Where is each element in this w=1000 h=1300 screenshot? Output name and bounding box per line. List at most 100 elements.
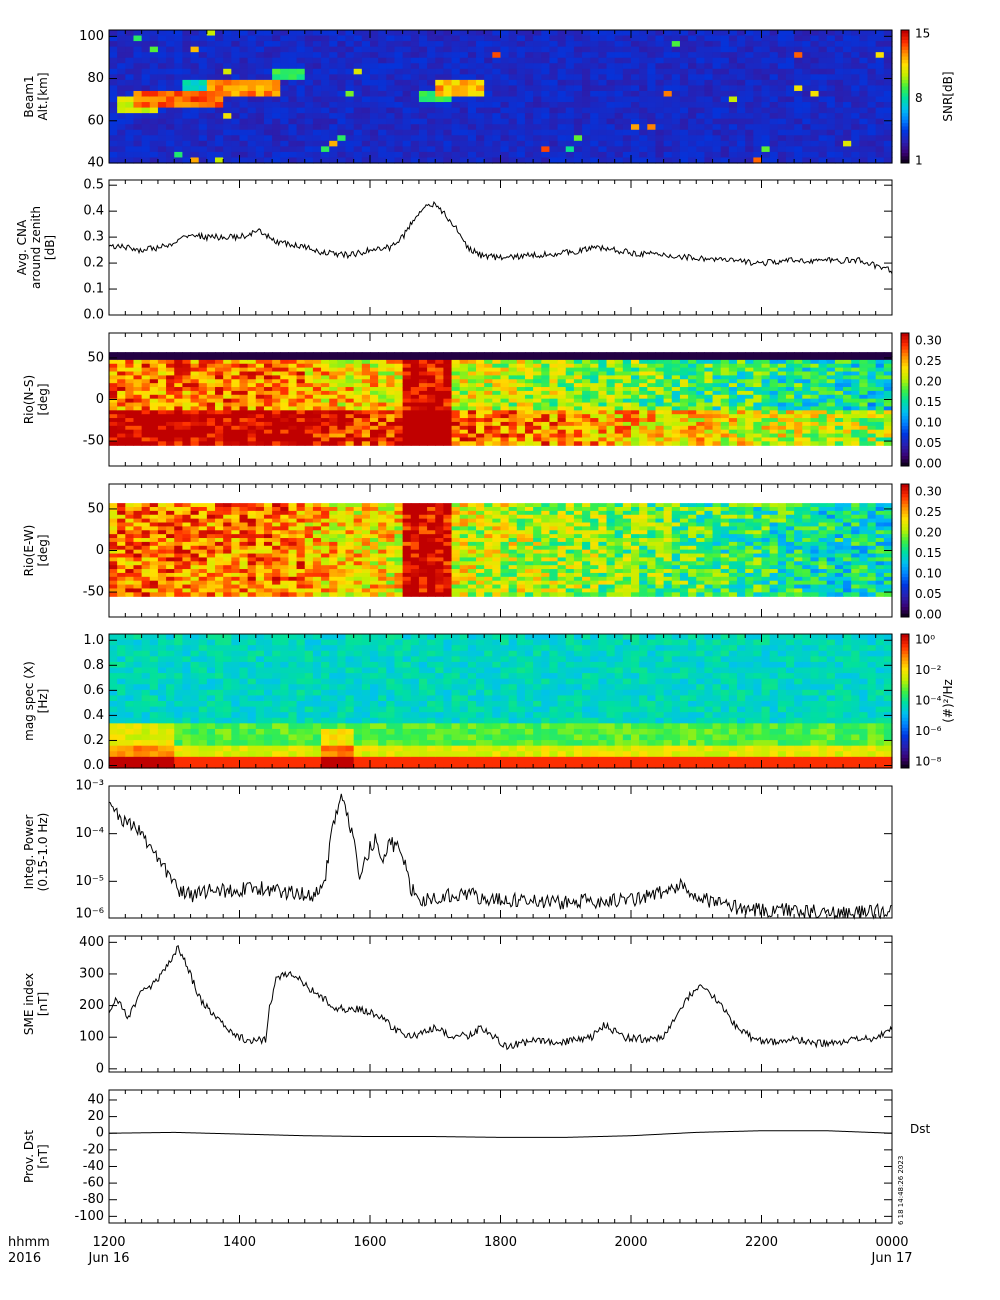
heatmap-cell [590, 85, 599, 92]
heatmap-cell [590, 30, 599, 37]
heatmap-cell [655, 96, 665, 103]
heatmap-cell [704, 41, 714, 48]
heatmap-cell [549, 375, 559, 380]
heatmap-cell [410, 402, 420, 408]
heatmap-cell [598, 390, 608, 396]
heatmap-cell [280, 433, 290, 439]
heatmap-cell [361, 352, 371, 357]
heatmap-cell [296, 135, 306, 142]
heatmap-cell [663, 356, 673, 361]
heatmap-cell [443, 433, 453, 439]
heatmap-cell [647, 90, 657, 98]
heatmap-cell [394, 35, 404, 42]
heatmap-cell [182, 561, 192, 566]
heatmap-cell [794, 41, 803, 48]
heatmap-cell [867, 135, 877, 142]
heatmap-cell [174, 113, 184, 120]
heatmap-cell [598, 379, 608, 384]
heatmap-cell [427, 356, 436, 361]
heatmap-cell [215, 410, 224, 415]
heatmap-cell [337, 390, 347, 396]
heatmap-cell [851, 79, 860, 87]
heatmap-cell [524, 356, 534, 361]
heatmap-cell [206, 90, 216, 98]
colorbar-tick-label: 0.15 [915, 395, 942, 409]
heatmap-cell [647, 410, 657, 415]
heatmap-cell [459, 63, 469, 70]
heatmap-cell [117, 545, 126, 551]
heatmap-cell [557, 367, 567, 373]
heatmap-cell [737, 74, 746, 81]
heatmap-cell [312, 406, 322, 411]
heatmap-cell [606, 421, 616, 427]
heatmap-cell [272, 52, 281, 59]
heatmap-cell [663, 375, 673, 380]
heatmap-cell [565, 79, 575, 87]
colorbar-segment [901, 56, 909, 61]
heatmap-cell [785, 85, 795, 92]
heatmap-cell [826, 425, 836, 431]
heatmap-cell [133, 441, 143, 446]
heatmap-cell [810, 135, 820, 142]
heatmap-cell [761, 390, 771, 396]
colorbar-segment [901, 409, 909, 414]
heatmap-cell [679, 359, 689, 365]
heatmap-cell [508, 151, 518, 159]
heatmap-cell [516, 118, 526, 125]
heatmap-cell [753, 383, 763, 388]
heatmap-cell [133, 390, 143, 396]
heatmap-cell [769, 157, 779, 164]
heatmap-cell [533, 146, 542, 153]
heatmap-cell [753, 433, 763, 439]
heatmap-cell [614, 79, 624, 87]
heatmap-cell [549, 135, 559, 142]
heatmap-cell [524, 52, 534, 59]
heatmap-cell [557, 118, 567, 125]
heatmap-cell [353, 113, 363, 120]
heatmap-cell [157, 565, 167, 570]
heatmap-cell [206, 371, 216, 376]
heatmap-cell [606, 140, 616, 147]
heatmap-cell [117, 557, 126, 562]
heatmap-cell [247, 379, 257, 384]
heatmap-cell [785, 102, 795, 109]
heatmap-cell [533, 30, 542, 37]
heatmap-cell [712, 124, 722, 131]
heatmap-cell [753, 41, 763, 48]
heatmap-cell [174, 557, 184, 562]
heatmap-cell [410, 394, 420, 400]
heatmap-cell [370, 441, 379, 446]
heatmap-cell [834, 79, 844, 87]
heatmap-cell [149, 561, 159, 566]
heatmap-cell [761, 57, 771, 64]
heatmap-cell [533, 140, 542, 147]
heatmap-cell [875, 394, 885, 400]
heatmap-cell [557, 394, 567, 400]
heatmap-cell [410, 68, 420, 75]
heatmap-cell [198, 146, 208, 153]
heatmap-cell [712, 437, 722, 442]
heatmap-cell [810, 129, 820, 136]
heatmap-cell [745, 79, 754, 87]
heatmap-cell [141, 367, 151, 373]
heatmap-cell [769, 429, 779, 435]
heatmap-cell [663, 383, 673, 388]
heatmap-cell [247, 129, 257, 136]
heatmap-cell [753, 352, 763, 357]
heatmap-cell [174, 507, 184, 512]
heatmap-cell [484, 46, 493, 53]
heatmap-cell [125, 41, 135, 48]
heatmap-cell [109, 541, 118, 547]
heatmap-cell [247, 402, 257, 408]
heatmap-cell [166, 30, 175, 37]
heatmap-cell [867, 124, 877, 131]
heatmap-cell [565, 35, 575, 42]
heatmap-cell [875, 429, 885, 435]
heatmap-cell [467, 52, 477, 59]
heatmap-cell [508, 57, 518, 64]
heatmap-cell [582, 57, 591, 64]
heatmap-cell [288, 371, 298, 376]
heatmap-cell [418, 414, 428, 419]
heatmap-cell [810, 406, 820, 411]
heatmap-cell [370, 356, 379, 361]
